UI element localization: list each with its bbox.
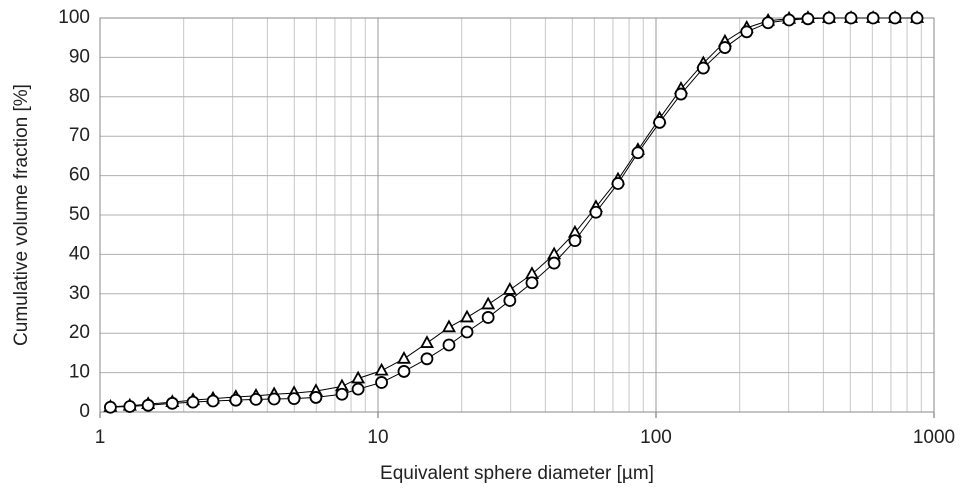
circle-marker [287,392,301,406]
circle-marker [206,394,220,408]
circle-marker [782,13,796,27]
x-tick-label: 1 [95,427,106,448]
circle-marker [866,11,880,25]
circle-marker [104,400,117,414]
circle-marker [696,61,710,75]
triangle-marker [396,350,411,364]
series-line [110,17,918,408]
circle-marker [442,338,456,352]
circle-marker [481,311,495,324]
circle-marker [568,234,582,248]
circle-marker [460,325,474,339]
x-axis-title: Equivalent sphere diameter [µm] [380,463,654,484]
circle-marker [674,87,688,101]
triangle-marker [419,335,434,348]
circle-marker [186,395,200,409]
circle-marker [801,12,815,26]
y-tick-label: 20 [69,322,90,343]
circle-marker [397,365,411,378]
circle-marker [761,16,775,30]
x-tick-label: 10 [367,427,388,448]
y-tick-label: 60 [69,165,90,186]
triangle-marker [459,309,475,323]
circle-marker [123,400,137,413]
circle-marker [309,391,323,404]
circle-marker [844,11,858,25]
circle-marker [822,11,836,25]
y-tick-label: 70 [69,125,90,146]
y-tick-label: 90 [69,46,90,67]
triangle-marker [374,362,389,376]
circle-marker [229,393,243,407]
y-tick-label: 30 [69,283,90,304]
circle-marker [718,41,732,54]
circle-marker [375,376,388,389]
y-tick-label: 100 [58,7,90,28]
circle-marker [653,116,666,129]
circle-marker [420,352,434,366]
x-tick-label: 1000 [913,427,955,448]
circle-marker [525,276,539,290]
circle-marker [547,256,561,270]
circle-marker [351,382,365,396]
circle-marker [888,11,902,25]
y-tick-label: 0 [79,401,90,422]
y-tick-label: 40 [69,243,90,264]
circle-marker [503,294,517,307]
circle-marker [141,398,155,412]
circle-marker [631,146,645,160]
circle-marker [740,25,754,39]
circle-marker [589,205,603,219]
circle-marker [267,392,281,406]
triangle-marker [481,296,496,310]
circle-marker [910,11,924,25]
circle-marker [335,387,349,401]
y-axis-title: Cumulative volume fraction [%] [11,84,32,346]
circle-marker [165,396,179,410]
series-line [110,17,918,408]
circle-marker [249,392,263,406]
x-tick-label: 100 [640,427,672,448]
triangle-marker [502,281,517,295]
y-tick-label: 10 [69,362,90,383]
triangle-marker [351,370,366,384]
y-tick-label: 50 [69,204,90,225]
plot-frame [99,17,935,413]
circle-marker [611,177,625,190]
y-tick-label: 80 [69,86,90,107]
triangle-marker [441,319,456,333]
